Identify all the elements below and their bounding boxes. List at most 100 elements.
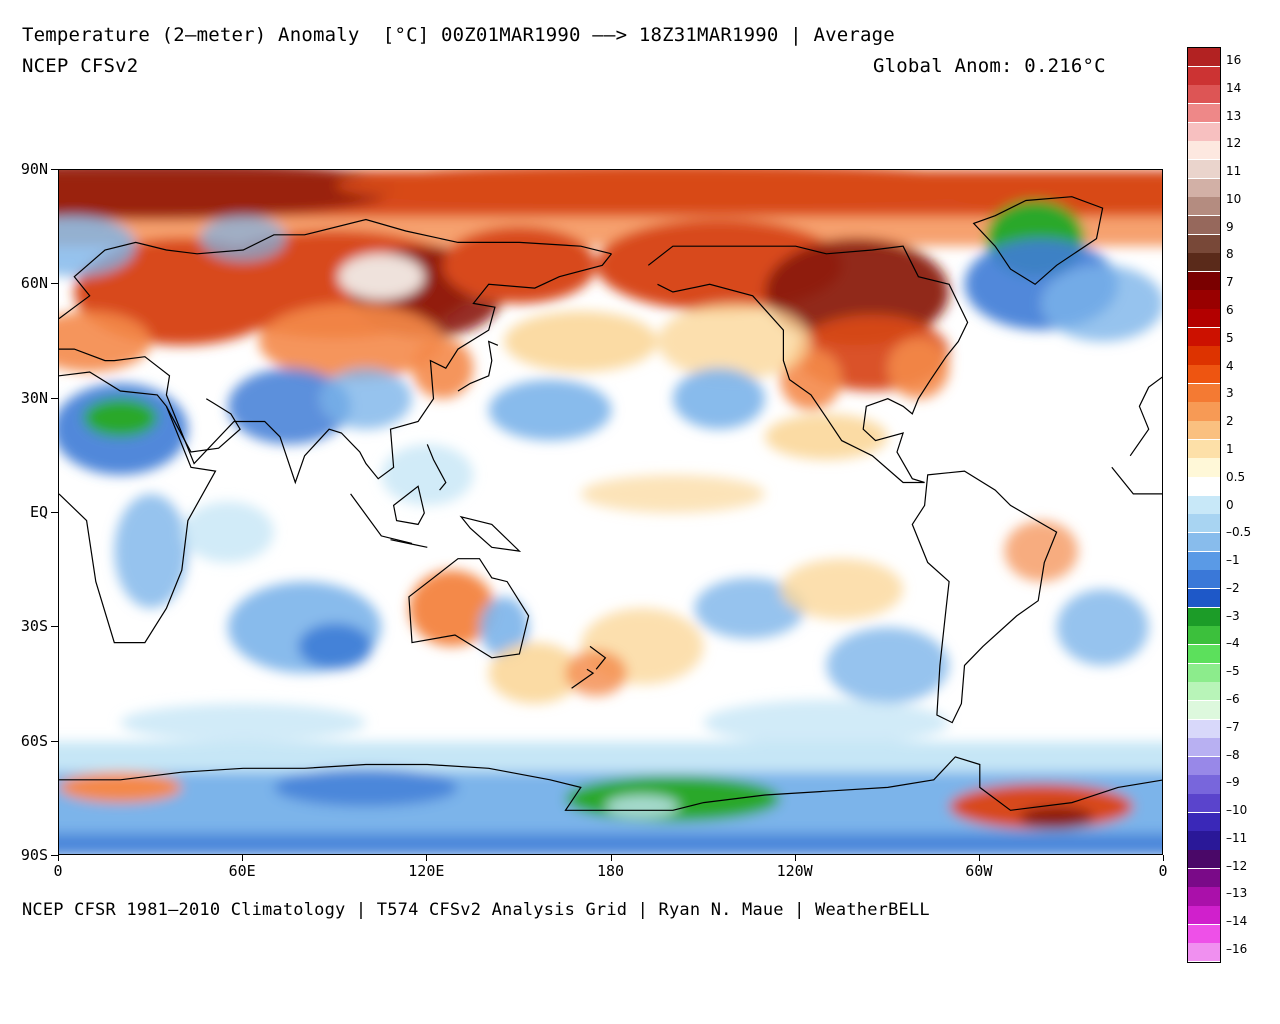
lon-label: 0 xyxy=(53,862,63,880)
color-scale-swatch xyxy=(1188,943,1220,963)
color-scale-swatch xyxy=(1188,868,1220,888)
color-scale-swatch xyxy=(1188,327,1220,347)
coastline xyxy=(972,196,1104,286)
color-scale-label: 8 xyxy=(1226,247,1234,262)
coastline xyxy=(589,645,607,670)
color-scale-label: 9 xyxy=(1226,219,1234,234)
color-scale-label: –12 xyxy=(1226,858,1248,873)
anomaly-region xyxy=(764,413,888,460)
color-scale-swatch xyxy=(1188,812,1220,832)
color-scale-label: –3 xyxy=(1226,608,1240,623)
color-scale-label: –7 xyxy=(1226,719,1240,734)
color-scale-label: 10 xyxy=(1226,191,1242,206)
color-scale-swatch xyxy=(1188,850,1220,870)
anomaly-region xyxy=(657,303,812,380)
color-scale-swatch xyxy=(1188,495,1220,515)
color-scale-label: 6 xyxy=(1226,303,1234,318)
color-scale-label: 16 xyxy=(1226,53,1242,67)
anomaly-band xyxy=(59,833,1162,854)
anomaly-map-svg xyxy=(59,170,1162,854)
color-scale-swatch xyxy=(1188,532,1220,553)
color-scale-label: –14 xyxy=(1226,914,1248,929)
anomaly-region xyxy=(120,703,366,742)
color-scale-label: –11 xyxy=(1226,830,1248,845)
anomaly-region xyxy=(181,501,274,563)
coastline xyxy=(350,493,413,545)
anomaly-region xyxy=(479,596,529,658)
anomaly-region xyxy=(338,253,425,300)
coastline xyxy=(165,398,241,453)
anomaly-region xyxy=(258,303,443,380)
color-scale-label: –9 xyxy=(1226,775,1240,790)
anomaly-region xyxy=(780,349,842,411)
color-scale-label: –1 xyxy=(1226,553,1240,568)
color-scale-label: –10 xyxy=(1226,803,1248,818)
color-scale-swatch xyxy=(1188,700,1220,720)
color-scale-swatch xyxy=(1188,775,1220,795)
color-scale-swatch xyxy=(1188,402,1220,422)
color-scale-swatch xyxy=(1188,607,1220,627)
color-scale-swatch xyxy=(1188,178,1220,198)
color-scale-label: 3 xyxy=(1226,386,1234,401)
color-scale-swatch xyxy=(1188,514,1220,534)
color-scale-label: 2 xyxy=(1226,414,1234,429)
color-scale-swatch xyxy=(1188,794,1220,814)
color-scale-label: 4 xyxy=(1226,358,1234,373)
anomaly-region xyxy=(200,215,287,262)
lat-tick xyxy=(51,626,58,628)
color-scale-swatch xyxy=(1188,271,1220,291)
anomaly-region xyxy=(1041,265,1162,342)
color-scale-swatch xyxy=(1188,477,1220,497)
color-scale-swatch xyxy=(1188,48,1220,68)
color-scale-swatch xyxy=(1188,551,1220,571)
anomaly-region xyxy=(442,227,597,304)
color-scale-swatch xyxy=(1188,570,1220,590)
color-scale-swatch xyxy=(1188,103,1220,124)
color-scale-label: 14 xyxy=(1226,80,1242,95)
global-anomaly-value: Global Anom: 0.216°C xyxy=(873,55,1106,77)
lon-label: 0 xyxy=(1158,862,1168,880)
coastline xyxy=(1129,376,1162,457)
lat-tick xyxy=(51,855,58,856)
coastline xyxy=(59,371,217,644)
lat-tick xyxy=(51,283,58,285)
color-scale-label: 13 xyxy=(1226,108,1242,123)
anomaly-region xyxy=(504,311,658,372)
anomaly-region xyxy=(826,627,950,704)
anomaly-region xyxy=(59,170,397,220)
color-scale-swatch xyxy=(1188,588,1220,609)
color-scale-swatch xyxy=(1188,85,1220,105)
color-scale-bar xyxy=(1187,47,1221,963)
anomaly-region xyxy=(83,398,158,437)
anomaly-region xyxy=(1004,520,1079,582)
color-scale-swatch xyxy=(1188,719,1220,739)
color-scale-swatch xyxy=(1188,159,1220,180)
lon-label: 120E xyxy=(408,862,445,880)
color-scale-label: –6 xyxy=(1226,691,1240,706)
color-scale-label: 0.5 xyxy=(1226,469,1246,484)
anomaly-region xyxy=(672,368,765,430)
lon-tick xyxy=(1163,855,1164,861)
coastline xyxy=(408,558,530,659)
anomaly-region xyxy=(694,577,805,639)
anomaly-region xyxy=(411,337,474,399)
anomaly-region xyxy=(1056,589,1149,666)
color-scale-label: 0 xyxy=(1226,497,1234,512)
anomaly-shading xyxy=(59,170,1162,854)
anomaly-region xyxy=(273,768,459,807)
coastline xyxy=(392,485,425,526)
color-scale-swatch xyxy=(1188,253,1220,273)
lon-label: 60W xyxy=(965,862,993,880)
lat-label: 30S xyxy=(20,617,48,636)
anomaly-region xyxy=(298,623,373,670)
color-scale-swatch xyxy=(1188,831,1220,851)
color-scale-label: –0.5 xyxy=(1226,525,1252,540)
color-scale-swatch xyxy=(1188,906,1220,926)
color-scale-swatch xyxy=(1188,122,1220,142)
map-title: Temperature (2–meter) Anomaly [°C] 00Z01… xyxy=(22,24,895,46)
color-scale-swatch xyxy=(1188,215,1220,236)
coastline xyxy=(59,253,612,485)
lat-tick xyxy=(51,169,58,170)
coastline xyxy=(59,218,612,320)
coastlines xyxy=(59,196,1162,811)
